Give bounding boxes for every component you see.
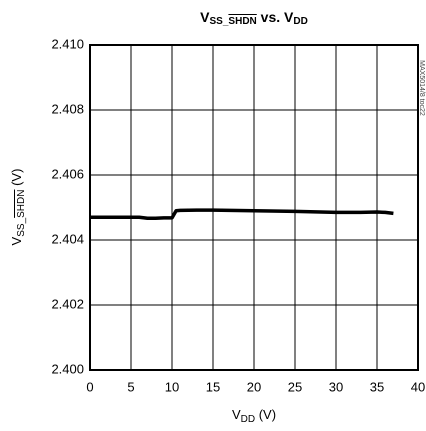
y-tick-label: 2.402 (51, 296, 84, 311)
x-tick-label: 5 (127, 379, 134, 394)
data-line (90, 208, 394, 220)
title-part: V (200, 9, 210, 25)
title-part: DD (293, 16, 307, 27)
x-tick-label: 0 (86, 379, 93, 394)
x-tick-label: 15 (206, 379, 220, 394)
label-part: (V) (255, 407, 276, 422)
x-tick-label: 10 (165, 379, 179, 394)
x-axis-label: VDD (V) (232, 407, 276, 424)
label-part: SHDN (16, 190, 27, 218)
plot-frame (89, 44, 419, 371)
y-tick-label: 2.400 (51, 361, 84, 376)
y-tick-label: 2.404 (51, 231, 84, 246)
label-part: SS_ (16, 217, 27, 236)
title-part: vs. V (257, 9, 294, 25)
label-part: V (232, 407, 241, 422)
y-tick-label: 2.406 (51, 166, 84, 181)
chart-title: VSS_SHDN vs. VDD (200, 9, 308, 27)
y-tick-label: 2.408 (51, 101, 84, 116)
x-tick-label: 20 (247, 379, 261, 394)
x-tick-label: 35 (370, 379, 384, 394)
x-tick-label: 40 (411, 379, 425, 394)
label-part: (V) (9, 169, 24, 190)
label-part: V (9, 236, 24, 245)
annotation: MAX5014/8 toc22 (418, 60, 425, 116)
x-tick-label: 30 (329, 379, 343, 394)
title-part: SHDN (228, 16, 256, 27)
label-part: DD (241, 414, 255, 425)
y-axis-label: VSS_SHDN (V) (9, 169, 26, 246)
title-part: SS_ (210, 16, 229, 27)
y-tick-label: 2.410 (51, 36, 84, 51)
x-tick-label: 25 (288, 379, 302, 394)
